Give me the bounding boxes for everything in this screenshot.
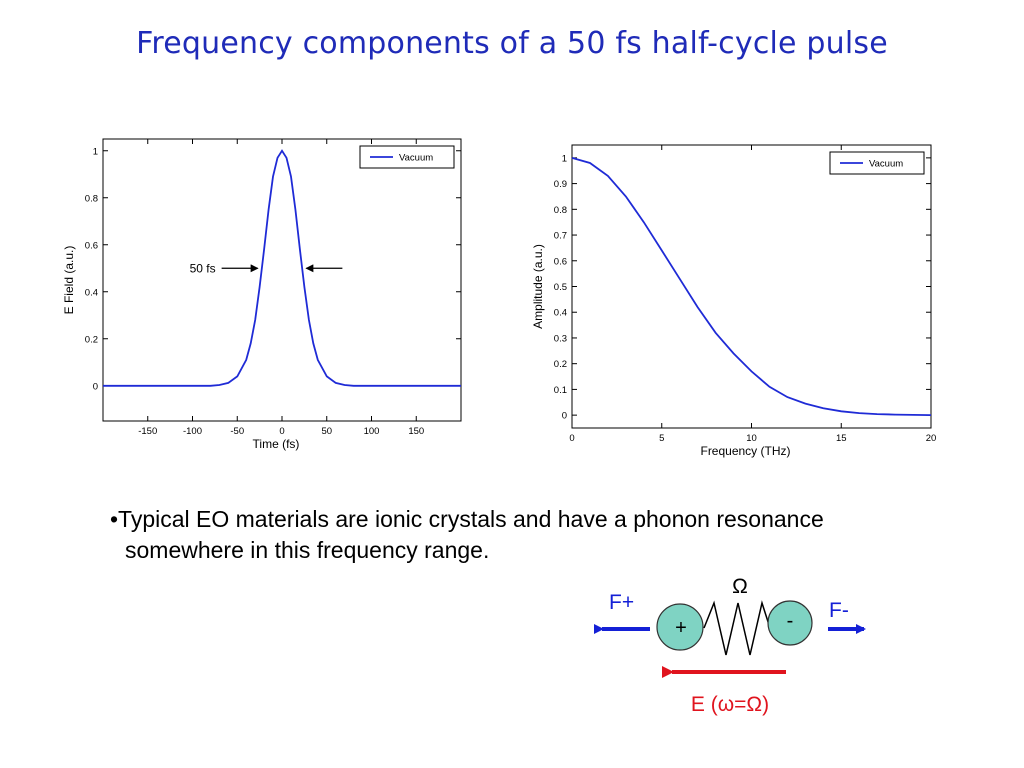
slide-title: Frequency components of a 50 fs half-cyc… [136, 26, 888, 61]
legend-label: Vacuum [869, 159, 903, 170]
x-axis-label: Frequency (THz) [700, 444, 790, 458]
y-tick-label: 0.8 [85, 193, 98, 204]
y-tick-label: 0 [93, 381, 98, 392]
x-tick-label: 150 [408, 426, 424, 437]
y-tick-label: 0 [562, 411, 567, 422]
plot-area [102, 138, 462, 422]
spring-icon [703, 600, 771, 656]
fwhm-label: 50 fs [190, 261, 216, 275]
y-tick-label: 0.5 [554, 282, 567, 293]
x-tick-label: 15 [836, 433, 847, 444]
x-tick-label: 50 [321, 426, 332, 437]
plus-sign: + [675, 617, 687, 639]
legend-box [359, 145, 455, 169]
x-tick-label: -50 [230, 426, 244, 437]
y-tick-label: 0.7 [554, 231, 567, 242]
y-tick-label: 1 [562, 153, 567, 164]
y-tick-label: 0.8 [554, 205, 567, 216]
y-tick-label: 0.3 [554, 333, 567, 344]
series-line-vacuum [103, 149, 461, 387]
bullet-line-2: somewhere in this frequency range. [125, 537, 490, 563]
x-axis-label: Time (fs) [253, 437, 300, 451]
omega-label: Ω [732, 575, 748, 598]
f-minus-label: F- [829, 599, 849, 622]
y-tick-label: 0.1 [554, 385, 567, 396]
x-tick-label: -100 [183, 426, 202, 437]
x-tick-label: 5 [659, 433, 664, 444]
y-tick-label: 0.6 [554, 256, 567, 267]
y-tick-label: 0.2 [85, 334, 98, 345]
legend-box [829, 151, 925, 175]
x-tick-label: 0 [279, 426, 284, 437]
legend-label: Vacuum [399, 153, 433, 164]
x-tick-label: 100 [364, 426, 380, 437]
y-tick-label: 1 [93, 146, 98, 157]
f-plus-label: F+ [609, 591, 634, 614]
plot-area [571, 144, 932, 429]
x-tick-label: 10 [746, 433, 757, 444]
positive-ion [656, 603, 704, 651]
y-tick-label: 0.2 [554, 359, 567, 370]
x-tick-label: -150 [138, 426, 157, 437]
y-tick-label: 0.6 [85, 240, 98, 251]
y-tick-label: 0.4 [85, 287, 98, 298]
bullet-text: •Typical EO materials are ionic crystals… [110, 504, 970, 566]
y-tick-label: 0.9 [554, 179, 567, 190]
y-axis-label: Amplitude (a.u.) [531, 244, 545, 329]
field-label: E (ω=Ω) [691, 693, 769, 716]
y-axis-label: E Field (a.u.) [62, 246, 76, 315]
bullet-line-1: •Typical EO materials are ionic crystals… [110, 506, 824, 532]
x-tick-label: 20 [926, 433, 937, 444]
negative-ion [767, 600, 813, 646]
y-tick-label: 0.4 [554, 308, 567, 319]
minus-sign: - [787, 610, 794, 632]
series-line-vacuum [571, 157, 932, 416]
x-tick-label: 0 [569, 433, 574, 444]
